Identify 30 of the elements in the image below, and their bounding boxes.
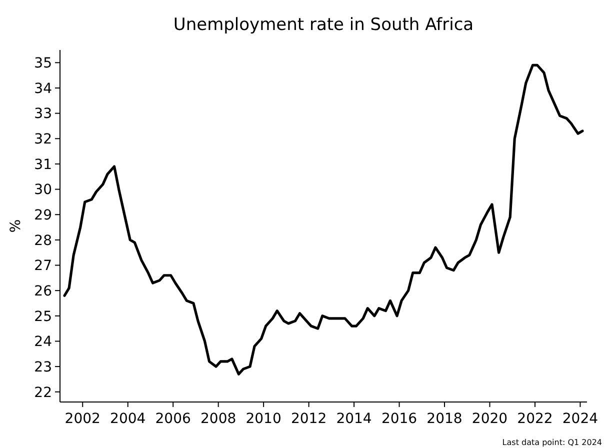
x-tick-label: 2018	[426, 411, 462, 427]
y-tick-label: 34	[34, 80, 52, 97]
y-tick-label: 31	[34, 156, 52, 173]
x-tick-label: 2022	[517, 411, 553, 427]
y-tick-label: 26	[34, 283, 52, 300]
y-tick-label: 35	[34, 56, 52, 72]
y-tick-label: 30	[34, 182, 52, 198]
y-axis-title: %	[8, 219, 24, 233]
x-tick-label: 2010	[246, 411, 282, 427]
y-tick-label: 23	[34, 359, 52, 376]
x-tick-label: 2014	[336, 411, 372, 427]
y-tick-label: 27	[34, 258, 52, 274]
y-tick-label: 33	[34, 106, 52, 122]
x-tick-label: 2020	[472, 411, 508, 427]
y-tick-label: 29	[34, 208, 52, 224]
x-tick-label: 2008	[200, 411, 236, 427]
chart-title: Unemployment rate in South Africa	[173, 15, 474, 35]
y-tick-label: 28	[34, 232, 52, 249]
y-tick-label: 24	[34, 334, 52, 350]
x-tick-label: 2016	[381, 411, 418, 427]
x-tick-label: 2006	[155, 411, 191, 427]
text: Last data point: Q1 2024	[502, 438, 602, 447]
x-tick-label: 2012	[290, 411, 327, 427]
y-tick-label: 22	[34, 384, 52, 401]
y-tick-label: 32	[34, 132, 52, 148]
y-tick-label: 25	[34, 308, 52, 325]
x-tick-label: 2024	[562, 411, 598, 427]
x-tick-label: 2004	[110, 411, 146, 427]
line-series	[63, 64, 584, 376]
x-tick-label: 2002	[64, 411, 100, 427]
